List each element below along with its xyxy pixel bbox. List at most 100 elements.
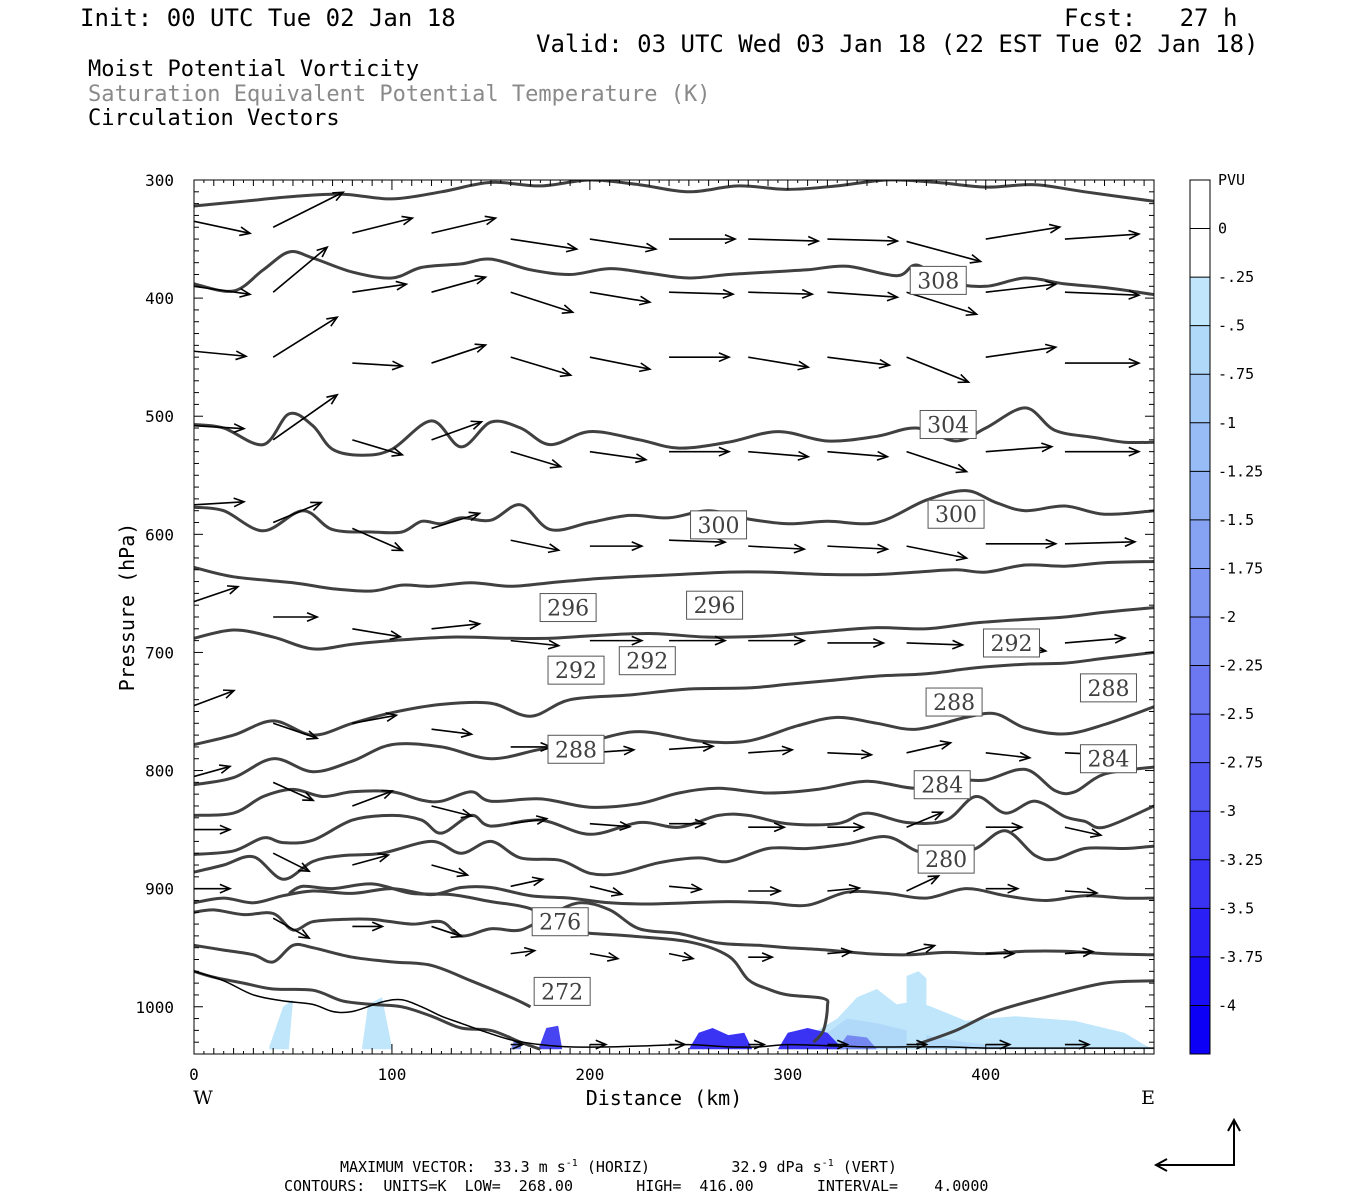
vector-head — [381, 789, 395, 800]
contour-label-box — [927, 499, 985, 529]
vector-head — [468, 511, 482, 522]
circulation-vector — [194, 689, 236, 707]
forecast-hour: Fcst: 27 h — [1064, 4, 1238, 32]
theta-contour — [194, 829, 1154, 881]
circulation-vector — [431, 805, 474, 819]
vector-head — [395, 280, 409, 291]
x-tick-label: 100 — [377, 1065, 406, 1084]
contour-label: 284 — [913, 770, 971, 800]
contour-label-text: 308 — [917, 269, 959, 294]
circulation-vector — [352, 280, 409, 293]
vector-head — [1128, 446, 1141, 457]
vector-head — [718, 352, 732, 363]
theta-contour — [194, 942, 532, 1009]
circulation-vector — [431, 511, 482, 530]
reference-vector — [1153, 1117, 1241, 1172]
colorbar-swatch — [1190, 956, 1210, 1006]
pv-shading — [269, 999, 293, 1050]
circulation-vector — [748, 356, 811, 371]
vector-head — [484, 215, 498, 226]
colorbar-swatch — [1190, 859, 1210, 909]
vector-head — [549, 459, 563, 469]
vector-head — [939, 740, 953, 750]
circulation-vector — [985, 223, 1062, 240]
vector-head — [878, 358, 892, 369]
y-tick-label: 1000 — [135, 998, 174, 1017]
vector-head — [807, 235, 821, 246]
theta-contour — [194, 560, 1154, 593]
vector-head — [872, 637, 886, 649]
vector-head — [1011, 822, 1024, 833]
circulation-vector — [272, 852, 312, 873]
circulation-vector — [748, 543, 807, 554]
circulation-vector — [985, 822, 1024, 833]
vector-head — [606, 951, 620, 962]
circulation-vector — [589, 820, 632, 831]
vector-shaft — [510, 238, 577, 250]
vector-shaft — [510, 639, 559, 647]
circulation-vector — [906, 943, 937, 955]
vector-head — [682, 951, 696, 962]
circulation-vector — [352, 852, 391, 866]
colorbar-label: -.5 — [1218, 317, 1245, 335]
vector-shaft — [668, 952, 694, 960]
vector-head — [1124, 537, 1137, 548]
circulation-vector — [194, 824, 233, 835]
vector-head — [674, 1039, 688, 1050]
vector-shaft — [352, 628, 401, 638]
vector-head — [559, 367, 573, 378]
vector-shaft — [194, 424, 245, 430]
max-vector-prefix: MAXIMUM VECTOR: 33.3 m s — [340, 1158, 566, 1176]
circulation-vector — [827, 947, 854, 958]
vector-head — [512, 1039, 525, 1050]
circulation-vector — [272, 722, 320, 740]
contour-label: 292 — [982, 628, 1040, 658]
contour-label-text: 284 — [1087, 748, 1129, 773]
vector-shaft — [431, 728, 472, 735]
vector-head — [923, 943, 937, 954]
colorbar-label: -3.5 — [1218, 899, 1254, 917]
vector-head — [638, 362, 652, 373]
vector-head — [801, 288, 815, 299]
valid-time: Valid: 03 UTC Wed 03 Jan 18 (22 EST Tue … — [536, 30, 1259, 58]
vector-shaft — [194, 689, 235, 707]
vector-head — [702, 741, 716, 752]
colorbar-swatch — [1190, 811, 1210, 861]
vector-head — [298, 929, 311, 940]
colorbar-label: -3 — [1218, 802, 1236, 820]
vector-head — [623, 745, 636, 756]
contour-label: 300 — [927, 499, 985, 529]
vector-head — [1114, 633, 1127, 644]
circulation-vector — [589, 291, 652, 306]
circulation-vector — [510, 639, 561, 650]
circulation-vector — [827, 450, 890, 461]
vector-head — [1082, 947, 1095, 958]
circulation-vector — [668, 951, 696, 962]
contour-label-box — [917, 844, 975, 874]
vector-head — [916, 1039, 929, 1050]
vector-head — [460, 808, 474, 819]
circulation-vector — [668, 741, 716, 752]
contour-label: 288 — [1079, 673, 1137, 703]
circulation-vector — [827, 637, 886, 649]
vector-head — [852, 822, 866, 833]
circulation-vector — [906, 450, 969, 474]
vector-head — [306, 730, 320, 740]
contour-label-box — [909, 265, 967, 295]
contour-label-text: 292 — [990, 632, 1032, 657]
contour-label-text: 276 — [1006, 1069, 1048, 1094]
vector-shaft — [827, 291, 898, 299]
vector-shaft — [272, 394, 338, 441]
circulation-vector — [827, 235, 900, 246]
circulation-vector — [194, 350, 249, 361]
vector-shaft — [352, 362, 403, 367]
x-end-label-east: E — [1141, 1087, 1155, 1109]
colorbar-swatch — [1190, 180, 1210, 230]
vector-head — [1045, 538, 1058, 549]
circulation-vector — [906, 545, 969, 562]
circulation-vector — [1064, 446, 1141, 457]
contour-label-text: 296 — [694, 594, 736, 619]
vector-head — [718, 446, 732, 457]
vector-shaft — [1064, 890, 1097, 894]
vector-head — [233, 497, 247, 508]
